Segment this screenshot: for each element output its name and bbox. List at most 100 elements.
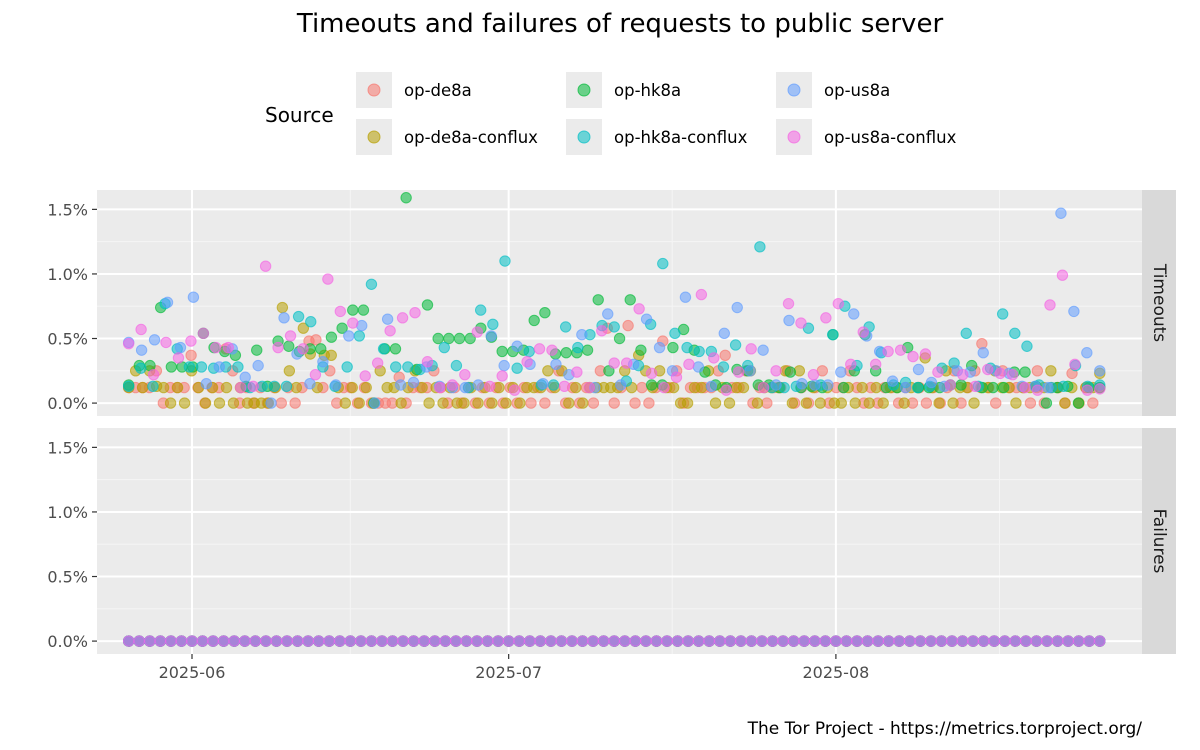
data-point xyxy=(761,397,773,409)
data-point xyxy=(667,341,679,354)
data-point xyxy=(682,635,694,647)
legend-marker xyxy=(787,130,801,144)
data-point xyxy=(933,397,945,409)
data-point xyxy=(500,397,512,409)
y-tick-label: 0.0% xyxy=(47,394,88,413)
data-point xyxy=(770,365,782,377)
data-point xyxy=(882,345,894,358)
data-point xyxy=(1083,635,1095,647)
data-point xyxy=(365,278,378,290)
data-point xyxy=(1044,299,1056,311)
chart-title: Timeouts and failures of requests to pub… xyxy=(296,9,944,39)
data-point xyxy=(777,635,789,647)
data-point xyxy=(265,397,277,409)
data-point xyxy=(987,381,999,394)
data-point xyxy=(239,635,251,647)
data-point xyxy=(1068,305,1080,318)
data-point xyxy=(421,299,434,311)
data-point xyxy=(550,358,562,371)
data-point xyxy=(969,380,981,392)
data-point xyxy=(947,397,959,409)
data-point xyxy=(1020,635,1032,647)
data-point xyxy=(820,312,832,324)
data-point xyxy=(893,635,905,647)
data-point xyxy=(1072,635,1085,647)
data-point xyxy=(183,361,196,373)
data-point xyxy=(1019,366,1031,378)
data-point xyxy=(624,294,636,306)
data-point xyxy=(840,635,853,647)
data-point xyxy=(849,397,861,409)
x-tick-label: 2025-06 xyxy=(159,663,226,682)
data-point xyxy=(310,334,322,346)
data-point xyxy=(635,344,647,356)
data-point xyxy=(766,635,779,647)
data-point xyxy=(1094,383,1106,395)
data-point xyxy=(960,327,972,340)
data-point xyxy=(484,380,496,392)
panel-failures: 0.0% 0.5% 1.0% 1.5% Failures xyxy=(47,428,1176,654)
data-point xyxy=(657,257,669,270)
data-point xyxy=(999,635,1011,647)
x-axis: 2025-06 2025-07 2025-08 xyxy=(159,654,869,682)
data-point xyxy=(220,381,233,394)
data-point xyxy=(521,356,533,368)
data-point xyxy=(1040,397,1053,409)
data-point xyxy=(496,345,508,358)
data-point xyxy=(283,340,295,352)
legend-label: op-hk8a xyxy=(614,81,681,100)
data-point xyxy=(514,397,526,409)
data-point xyxy=(745,343,757,355)
data-point xyxy=(343,330,355,342)
data-point xyxy=(547,379,560,391)
data-point xyxy=(423,397,435,409)
data-point xyxy=(474,304,487,316)
data-point xyxy=(653,341,666,354)
data-point xyxy=(270,635,283,647)
data-point xyxy=(407,635,420,647)
data-point xyxy=(377,343,390,355)
data-point xyxy=(394,379,407,391)
data-point xyxy=(1051,635,1064,647)
data-point xyxy=(658,381,670,394)
data-point xyxy=(592,294,604,306)
data-point xyxy=(955,379,967,391)
legend-marker xyxy=(367,83,381,97)
data-point xyxy=(439,635,452,647)
legend-label: op-de8a xyxy=(404,81,472,100)
data-point xyxy=(325,331,338,343)
data-point xyxy=(281,635,293,647)
data-point xyxy=(563,397,575,409)
data-point xyxy=(508,384,521,396)
data-point xyxy=(633,303,645,315)
chart-caption: The Tor Project - https://metrics.torpro… xyxy=(747,719,1143,739)
data-point xyxy=(217,635,230,647)
legend-label: op-hk8a-conflux xyxy=(614,128,748,147)
data-point xyxy=(1094,635,1106,647)
data-point xyxy=(384,325,396,337)
data-point xyxy=(200,378,213,390)
data-point xyxy=(196,635,209,647)
data-point xyxy=(499,255,511,267)
data-point xyxy=(935,635,948,647)
data-point xyxy=(259,260,272,272)
data-point xyxy=(172,352,185,364)
data-point xyxy=(185,335,197,347)
data-point xyxy=(681,397,694,409)
data-point xyxy=(175,635,188,647)
facet-strip-label: Failures xyxy=(1149,509,1169,574)
data-point xyxy=(754,241,766,253)
data-point xyxy=(339,397,351,409)
data-point xyxy=(679,291,692,303)
data-point xyxy=(1006,368,1019,381)
data-point xyxy=(347,317,359,329)
data-point xyxy=(869,358,882,371)
data-point xyxy=(360,381,372,394)
data-point xyxy=(709,397,722,409)
data-point xyxy=(290,381,303,394)
legend-title: Source xyxy=(265,103,334,127)
data-point xyxy=(397,635,409,647)
data-point xyxy=(291,635,304,647)
panel-timeouts: 0.0% 0.5% 1.0% 1.5% Timeouts xyxy=(47,190,1176,416)
data-point xyxy=(247,380,259,392)
